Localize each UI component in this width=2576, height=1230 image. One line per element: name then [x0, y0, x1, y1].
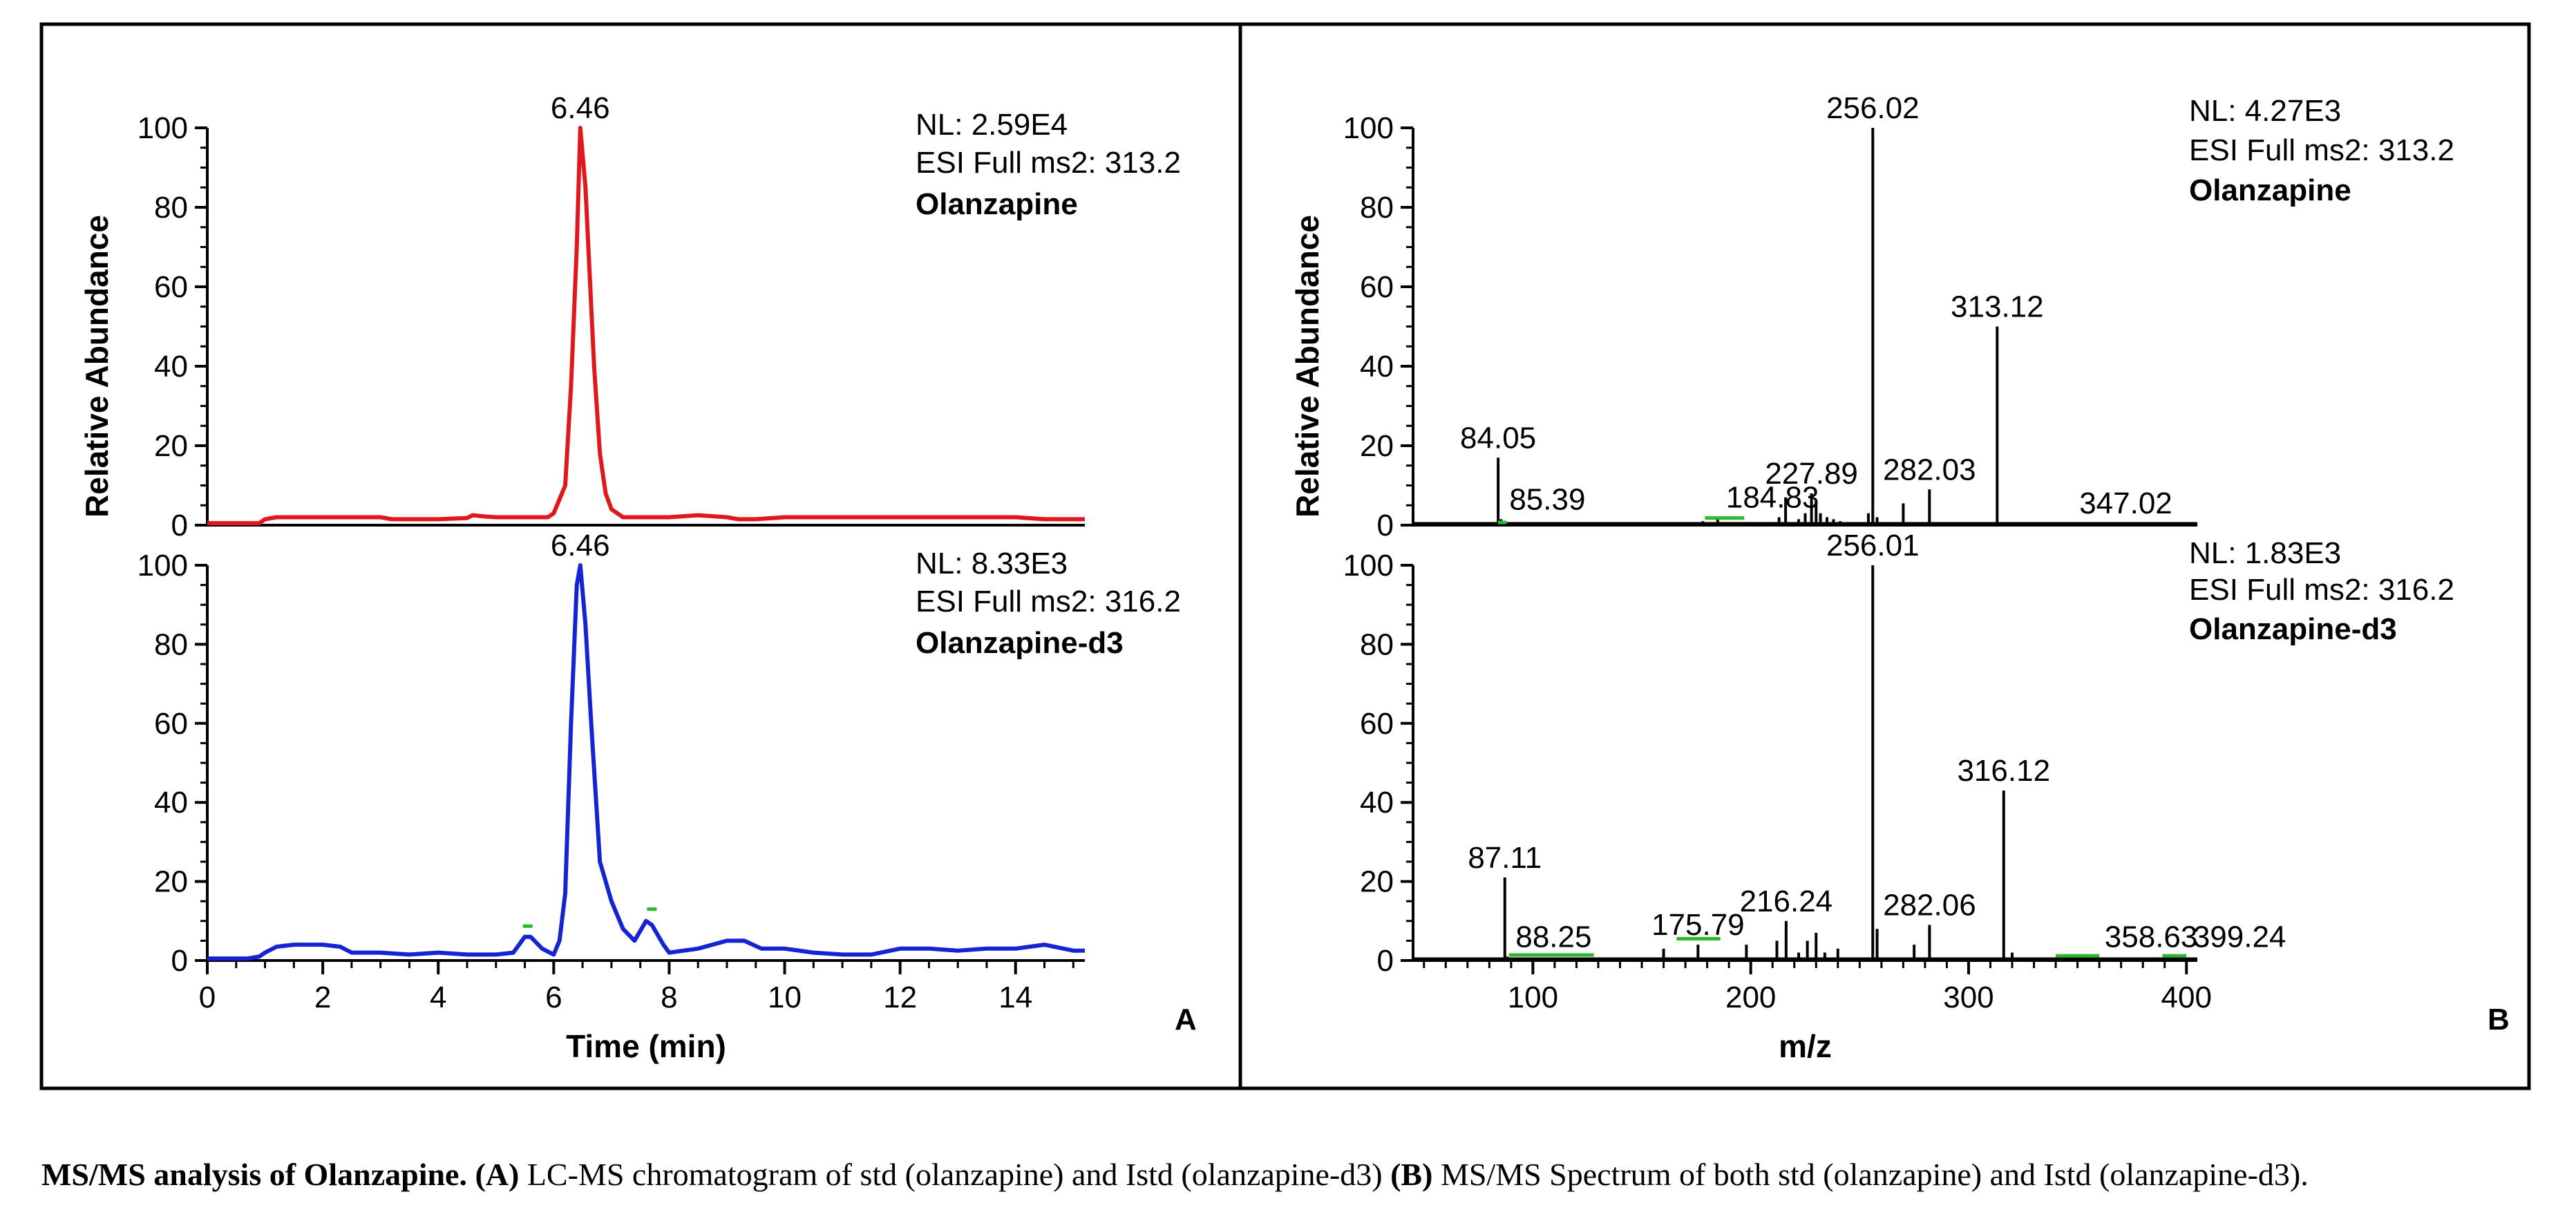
caption-lead: MS/MS analysis of Olanzapine. — [41, 1157, 467, 1192]
B-top-annotation-nl: NL: 4.27E3 — [2189, 94, 2341, 128]
caption-b-text: MS/MS Spectrum of both std (olanzapine) … — [1432, 1157, 2309, 1192]
A-bottom-x-axis-label: Time (min) — [566, 1028, 726, 1064]
B-top-y-tick-label: 80 — [1360, 191, 1394, 225]
A-bottom-trace-line — [207, 563, 1085, 961]
B-bottom-x-tick-label: 200 — [1725, 981, 1776, 1014]
A-bottom-y-tick-label: 40 — [154, 786, 188, 820]
B-bottom-x-tick-label: 300 — [1943, 981, 1993, 1014]
B-bottom-peak-label: 88.25 — [1515, 920, 1591, 954]
A-bottom-y-tick-label: 80 — [154, 627, 188, 661]
B-top-y-tick-label: 100 — [1343, 111, 1394, 145]
figure-caption: MS/MS analysis of Olanzapine. (A) LC-MS … — [41, 1147, 2543, 1202]
A-bottom-panel-label: A — [1175, 1003, 1197, 1037]
B-top-annotation-compound: Olanzapine — [2189, 173, 2351, 207]
B-top-peak-label: 85.39 — [1509, 482, 1585, 516]
B-bottom-peak-label: 282.06 — [1883, 889, 1976, 922]
A-top-y-tick-label: 100 — [138, 111, 188, 145]
B-bottom-peak-label: 87.11 — [1468, 841, 1542, 875]
A-bottom-x-tick-label: 6 — [545, 981, 562, 1014]
B-bottom-annotation-compound: Olanzapine-d3 — [2189, 612, 2397, 646]
caption-a-text: LC-MS chromatogram of std (olanzapine) a… — [519, 1157, 1391, 1192]
A-bottom-x-tick-label: 12 — [883, 981, 917, 1014]
B-bottom-y-tick-label: 80 — [1360, 627, 1394, 661]
A-top-annotation-nl: NL: 2.59E4 — [916, 108, 1068, 142]
A-top-y-tick-label: 40 — [154, 350, 188, 384]
B-bottom-x-tick-label: 100 — [1508, 981, 1558, 1014]
B-top-annotation-scan: ESI Full ms2: 313.2 — [2189, 133, 2454, 167]
B-top-y-axis-label: Relative Abundance — [1289, 215, 1325, 518]
B-top-peak-label: 347.02 — [2079, 486, 2172, 520]
B-top-y-tick-label: 0 — [1377, 509, 1394, 542]
B-bottom-y-tick-label: 0 — [1377, 944, 1394, 978]
caption-b-tag: (B) — [1390, 1157, 1433, 1192]
A-bottom-y-tick-label: 100 — [138, 549, 188, 583]
B-bottom-y-tick-label: 100 — [1343, 549, 1394, 583]
B-top-peak-label: 282.03 — [1883, 453, 1976, 486]
A-bottom-annotation-nl: NL: 8.33E3 — [916, 547, 1068, 580]
A-bottom-x-tick-label: 10 — [768, 981, 802, 1014]
B-bottom-y-tick-label: 40 — [1360, 786, 1394, 820]
A-bottom-x-tick-label: 0 — [199, 981, 216, 1014]
B-bottom-annotation-nl: NL: 1.83E3 — [2189, 536, 2341, 570]
A-bottom-y-tick-label: 0 — [171, 944, 188, 978]
B-top-peak-label: 184.83 — [1726, 481, 1819, 515]
A-top-y-axis-label: Relative Abundance — [79, 215, 115, 518]
B-bottom-peak-label: 256.01 — [1826, 529, 1920, 562]
A-bottom-x-tick-label: 2 — [314, 981, 331, 1014]
B-bottom-peak-label: 358.63 — [2105, 920, 2198, 954]
A-bottom-annotation-compound: Olanzapine-d3 — [916, 626, 1124, 660]
A-top-y-tick-label: 0 — [171, 509, 188, 542]
B-bottom-x-axis-label: m/z — [1779, 1028, 1832, 1064]
B-bottom-annotation-scan: ESI Full ms2: 316.2 — [2189, 573, 2454, 607]
A-top-annotation-compound: Olanzapine — [916, 187, 1078, 221]
A-bottom-y-tick-label: 60 — [154, 707, 188, 741]
A-top-annotation-scan: ESI Full ms2: 313.2 — [916, 146, 1181, 180]
A-top-y-tick-label: 20 — [154, 429, 188, 463]
A-top-peak-label: 6.46 — [551, 91, 610, 125]
B-bottom-y-tick-label: 60 — [1360, 707, 1394, 741]
A-bottom-peak-label: 6.46 — [551, 529, 610, 562]
A-top-y-tick-label: 80 — [154, 191, 188, 225]
A-bottom-y-tick-label: 20 — [154, 865, 188, 899]
figure-frame — [39, 22, 2531, 1090]
B-top-peak-label: 84.05 — [1460, 421, 1536, 455]
B-top-y-tick-label: 40 — [1360, 350, 1394, 384]
B-bottom-panel-label: B — [2488, 1003, 2510, 1037]
A-bottom-x-tick-label: 4 — [430, 981, 446, 1014]
A-top-y-tick-label: 60 — [154, 270, 188, 304]
A-bottom-x-tick-label: 14 — [998, 981, 1032, 1014]
B-top-peak-label: 227.89 — [1765, 457, 1858, 491]
caption-a-tag: (A) — [475, 1157, 520, 1192]
A-bottom-x-tick-label: 8 — [661, 981, 677, 1014]
B-bottom-peak-label: 216.24 — [1740, 884, 1833, 918]
B-bottom-y-tick-label: 20 — [1360, 865, 1394, 899]
B-top-peak-label: 256.02 — [1826, 91, 1920, 125]
A-top-trace-line — [207, 126, 1085, 526]
B-bottom-peak-label: 316.12 — [1957, 754, 2050, 788]
B-bottom-x-tick-label: 400 — [2161, 981, 2212, 1014]
B-bottom-peak-label: 399.24 — [2193, 920, 2286, 954]
A-bottom-annotation-scan: ESI Full ms2: 316.2 — [916, 585, 1181, 618]
B-top-y-tick-label: 20 — [1360, 429, 1394, 463]
B-top-peak-label: 313.12 — [1951, 290, 2044, 324]
B-bottom-peak-label: 175.79 — [1651, 908, 1745, 942]
B-top-y-tick-label: 60 — [1360, 270, 1394, 304]
